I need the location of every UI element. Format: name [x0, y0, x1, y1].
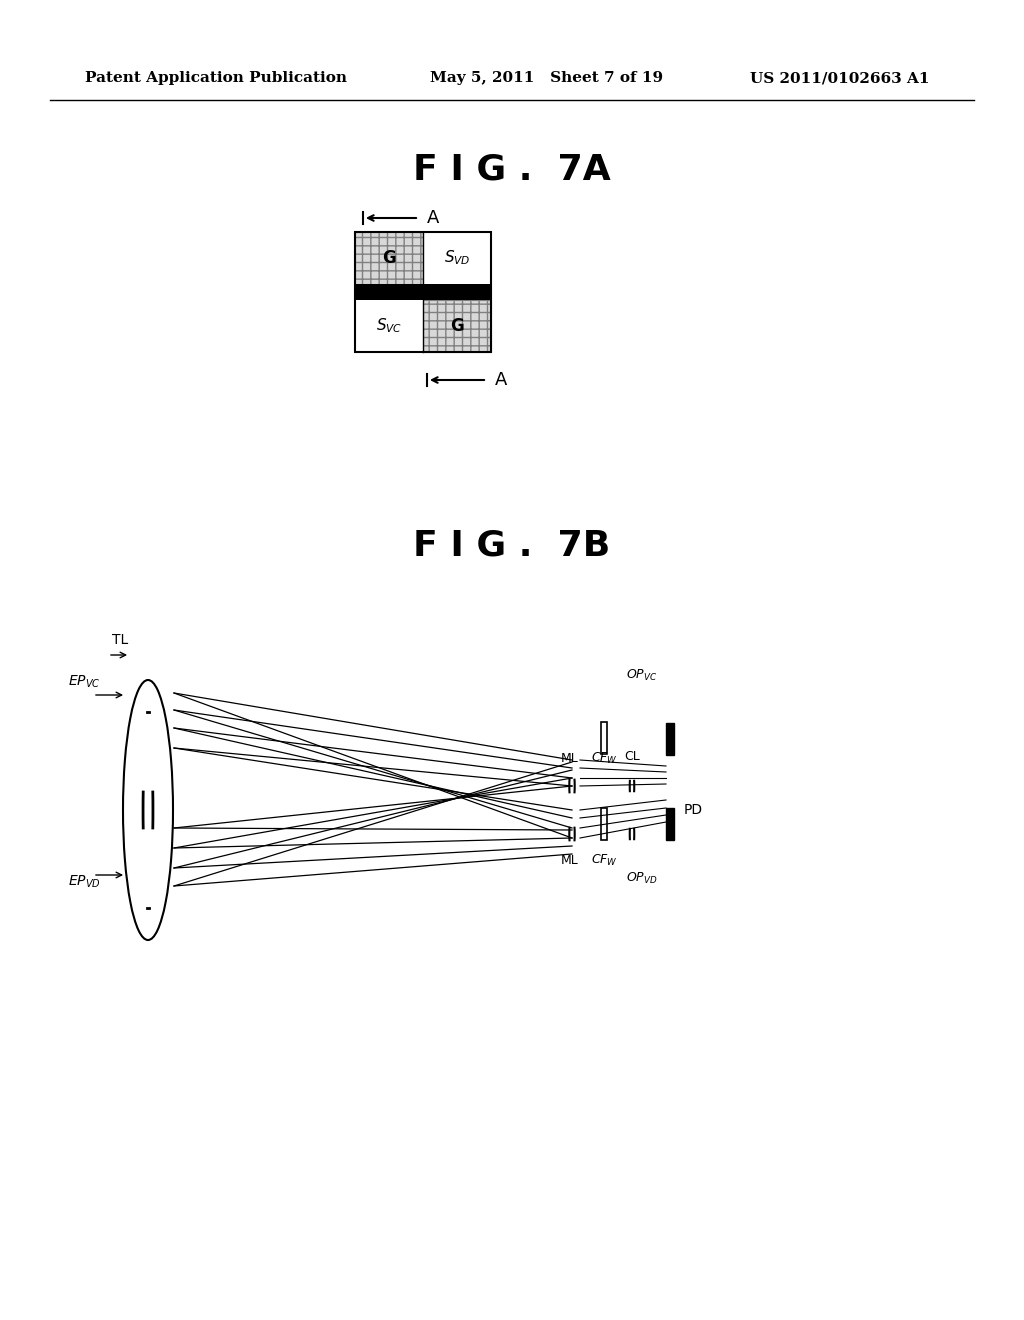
- Text: A: A: [427, 209, 439, 227]
- Text: $OP_{VC}$: $OP_{VC}$: [627, 668, 657, 682]
- Text: $OP_{VD}$: $OP_{VD}$: [626, 870, 657, 886]
- Text: PD: PD: [684, 803, 703, 817]
- Text: G: G: [382, 249, 396, 267]
- Text: A: A: [495, 371, 507, 389]
- Bar: [355, 232, 490, 352]
- Text: $S_{VC}$: $S_{VC}$: [376, 317, 402, 335]
- Text: F I G .  7B: F I G . 7B: [414, 528, 610, 562]
- Text: $EP_{VC}$: $EP_{VC}$: [68, 673, 100, 690]
- Text: $CF_W$: $CF_W$: [591, 751, 617, 766]
- Text: TL: TL: [112, 634, 128, 647]
- Bar: [601, 722, 607, 754]
- Text: May 5, 2011   Sheet 7 of 19: May 5, 2011 Sheet 7 of 19: [430, 71, 664, 84]
- Text: CL: CL: [624, 750, 640, 763]
- Bar: [666, 808, 674, 840]
- Bar: [601, 808, 607, 840]
- Text: ML: ML: [561, 854, 579, 866]
- Text: Patent Application Publication: Patent Application Publication: [85, 71, 347, 84]
- Bar: [423, 232, 490, 284]
- Text: G: G: [451, 317, 464, 335]
- Text: US 2011/0102663 A1: US 2011/0102663 A1: [750, 71, 930, 84]
- Bar: [666, 723, 674, 755]
- Text: $S_{VD}$: $S_{VD}$: [443, 248, 470, 268]
- Text: $CF_W$: $CF_W$: [591, 853, 617, 867]
- Bar: [355, 232, 490, 352]
- Text: F I G .  7A: F I G . 7A: [413, 153, 611, 187]
- Text: ML: ML: [561, 751, 579, 764]
- Bar: [423, 300, 490, 352]
- Text: $EP_{VD}$: $EP_{VD}$: [68, 874, 100, 890]
- Bar: [355, 232, 423, 284]
- Bar: [355, 284, 490, 300]
- Bar: [355, 300, 423, 352]
